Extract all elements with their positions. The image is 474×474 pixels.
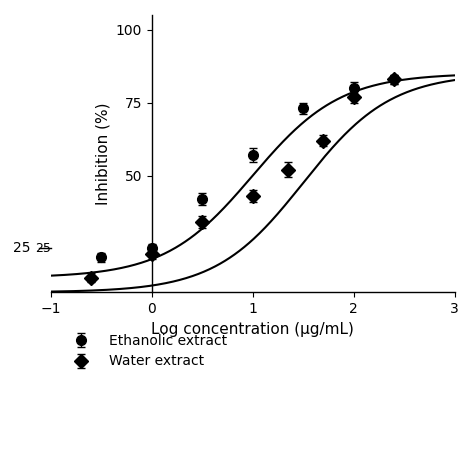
Text: 25: 25	[35, 242, 51, 255]
X-axis label: Log concentration (μg/mL): Log concentration (μg/mL)	[151, 321, 354, 337]
Text: 25: 25	[13, 241, 31, 255]
Y-axis label: Inhibition (%): Inhibition (%)	[95, 102, 110, 205]
Legend: Ethanolic extract, Water extract: Ethanolic extract, Water extract	[58, 328, 233, 374]
